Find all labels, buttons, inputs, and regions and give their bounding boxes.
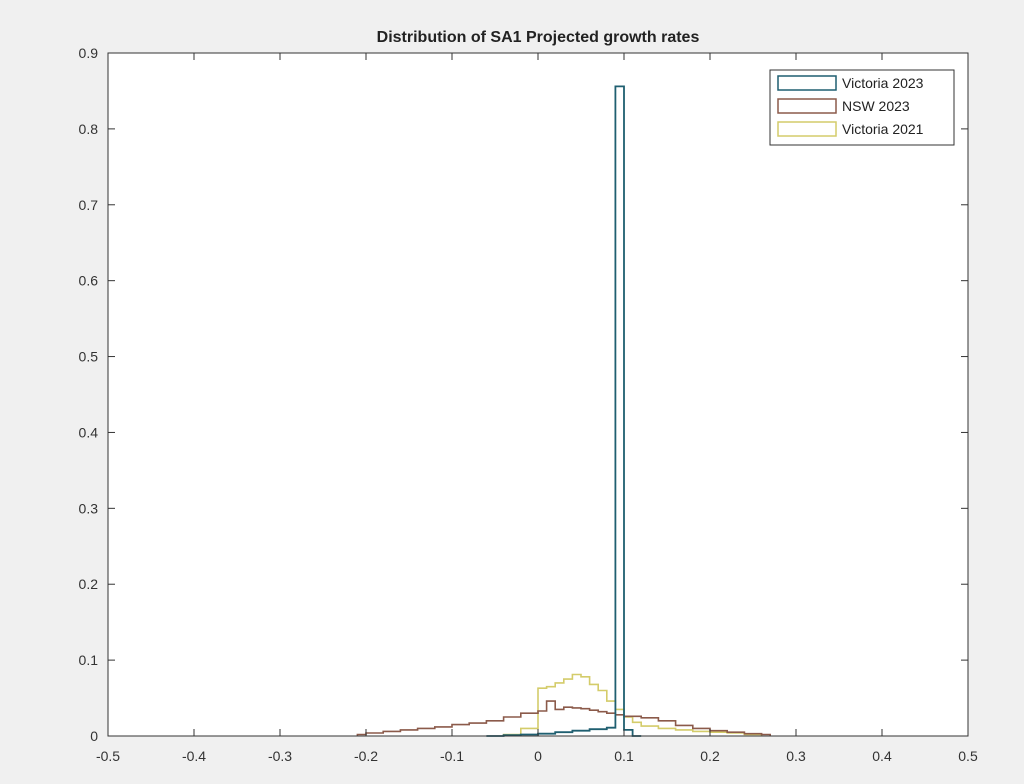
- y-tick-label: 0.4: [79, 424, 99, 440]
- y-tick-label: 0.8: [79, 121, 99, 137]
- x-axis: -0.5 -0.4 -0.3 -0.2 -0.1 0 0.1 0.2 0.3 0.4 0.5: [96, 53, 978, 764]
- legend-label-nsw-2023: NSW 2023: [842, 98, 910, 114]
- x-tick-label: -0.2: [354, 748, 378, 764]
- y-tick-label: 0.1: [79, 652, 99, 668]
- x-tick-label: 0.4: [872, 748, 892, 764]
- series-line-victoria-2021: [502, 673, 763, 736]
- legend-label-victoria-2023: Victoria 2023: [842, 75, 924, 91]
- legend: Victoria 2023 NSW 2023 Victoria 2021: [769, 69, 955, 146]
- x-tick-label: 0.1: [614, 748, 634, 764]
- x-tick-label: 0.3: [786, 748, 806, 764]
- y-tick-label: 0.9: [79, 45, 99, 61]
- y-tick-label: 0.5: [79, 349, 99, 365]
- x-tick-label: -0.4: [182, 748, 206, 764]
- chart-title: Distribution of SA1 Projected growth rat…: [377, 29, 700, 46]
- histogram-series: [356, 85, 771, 737]
- plot-area: [108, 53, 968, 736]
- x-tick-label: -0.5: [96, 748, 120, 764]
- x-tick-label: -0.3: [268, 748, 292, 764]
- y-tick-label: 0.2: [79, 576, 99, 592]
- series-line-victoria-2023: [486, 85, 642, 737]
- legend-label-victoria-2021: Victoria 2021: [842, 121, 924, 137]
- y-axis: 0 0.1 0.2 0.3 0.4 0.5 0.6 0.7 0.8 0.9: [79, 45, 968, 744]
- x-tick-label: -0.1: [440, 748, 464, 764]
- y-tick-label: 0.6: [79, 273, 99, 289]
- legend-swatch-nsw-2023: [777, 98, 837, 114]
- legend-swatch-victoria-2021: [777, 121, 837, 137]
- y-tick-label: 0.7: [79, 197, 99, 213]
- x-tick-label: 0.5: [958, 748, 978, 764]
- series-line-nsw-2023: [356, 700, 771, 736]
- legend-swatch-victoria-2023: [777, 75, 837, 91]
- y-tick-label: 0.3: [79, 500, 99, 516]
- x-tick-label: 0.2: [700, 748, 720, 764]
- y-tick-label: 0: [90, 728, 98, 744]
- x-tick-label: 0: [534, 748, 542, 764]
